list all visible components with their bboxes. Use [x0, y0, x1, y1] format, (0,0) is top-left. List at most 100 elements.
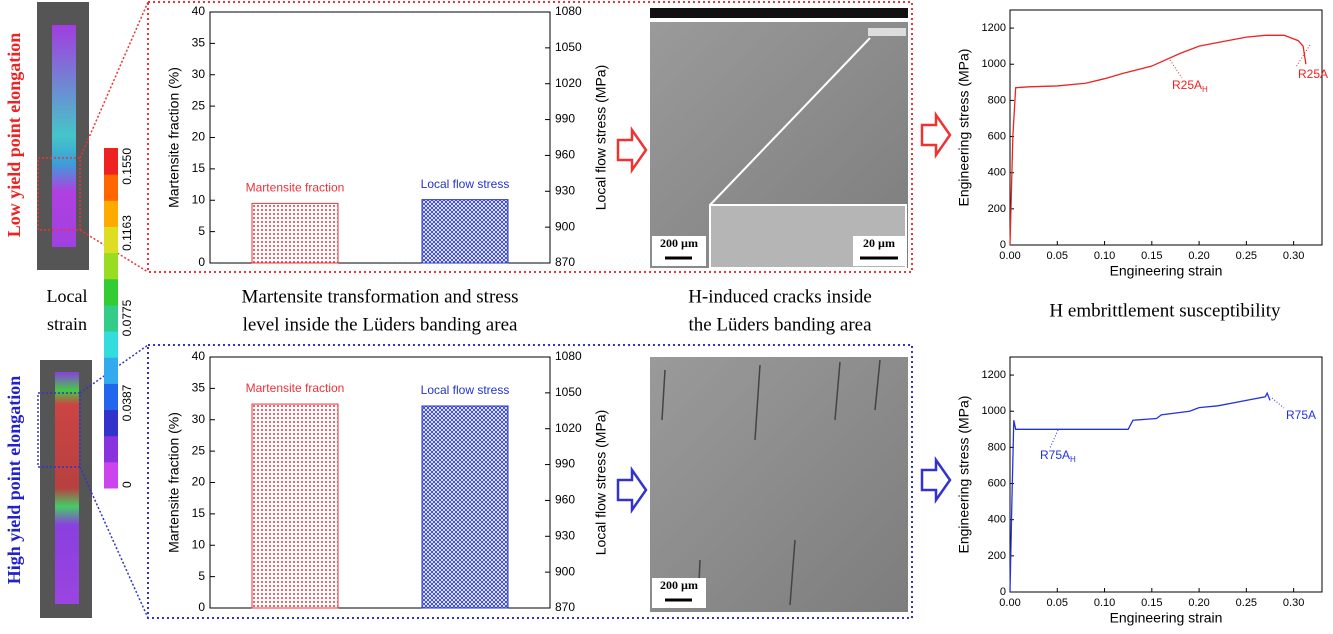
panel-frame: [147, 1, 913, 273]
x-tick-label: 0.00: [999, 250, 1020, 262]
y-tick-label: 0: [1000, 239, 1006, 251]
caption: H embrittlement susceptibility: [1049, 300, 1281, 321]
y-axis-label: Engineering stress (MPa): [956, 396, 972, 554]
colorbar-segment: [104, 252, 118, 280]
bar-label: Martensite fraction: [246, 381, 345, 395]
colorbar-title: strain: [47, 314, 87, 334]
y-tick-label: 40: [192, 349, 206, 363]
x-tick-label: 0.05: [1047, 597, 1068, 609]
x-tick-label: 0.10: [1094, 250, 1115, 262]
x-tick-label: 0.20: [1188, 250, 1209, 262]
zoom-box: [37, 392, 81, 468]
colorbar-tick-label: 0.0775: [120, 299, 134, 336]
x-tick-label: 0.25: [1236, 597, 1257, 609]
y-tick-label: 15: [192, 161, 206, 175]
charts: 0510152025303540870900930960990102010501…: [166, 4, 1328, 626]
y-axis-label: Martensite fraction (%): [166, 67, 182, 208]
annotation-subscript: H: [1202, 85, 1208, 94]
zoom-line: [709, 37, 871, 206]
y-tick-label: 800: [988, 441, 1006, 453]
y-tick-label: 25: [192, 443, 206, 457]
plot-frame: [1009, 9, 1323, 246]
x-axis-label: Engineering strain: [1110, 263, 1223, 279]
y2-axis-label: Local flow stress (MPa): [593, 65, 609, 210]
zoom-region: [868, 28, 906, 36]
x-tick-label: 0.20: [1188, 597, 1209, 609]
annotation-text: R25A: [1298, 67, 1328, 81]
annotation-subscript: H: [1070, 455, 1076, 464]
arrow: [616, 466, 648, 514]
y2-tick-label: 870: [555, 600, 575, 614]
colorbar-title: Local: [47, 286, 88, 306]
bar-label: Local flow stress: [421, 383, 510, 397]
annotation-text: R75A: [1040, 448, 1070, 462]
panel-frame: [147, 344, 913, 619]
y2-tick-label: 1050: [555, 385, 582, 399]
y-axis-label: Martensite fraction (%): [166, 412, 182, 553]
bar-label: Local flow stress: [421, 177, 510, 191]
y-tick-label: 0: [198, 600, 205, 614]
colorbar-segment: [104, 174, 118, 201]
colorbar-tick-label: 0.1163: [120, 215, 134, 251]
x-tick-label: 0.15: [1141, 250, 1162, 262]
annotation: R25A: [1298, 67, 1328, 81]
caption: H-induced cracks inside: [688, 286, 872, 307]
line: [1009, 34, 1307, 246]
colorbar-segment: [104, 383, 118, 411]
annotation: R75A: [1286, 408, 1316, 422]
y-tick-label: 0: [1000, 586, 1006, 598]
scale-bar-box: [652, 236, 706, 266]
y-axis-label: Engineering stress (MPa): [956, 49, 972, 207]
colorbar-tick-label: 0.0387: [120, 384, 134, 421]
y-tick-label: 1200: [982, 369, 1006, 381]
specimen-strain-map: [55, 372, 79, 604]
y-tick-label: 10: [192, 537, 206, 551]
y2-tick-label: 990: [555, 457, 575, 471]
colorbar-segment: [104, 409, 118, 437]
side-label: Low yield point elongation: [4, 33, 24, 238]
y2-tick-label: 990: [555, 112, 575, 126]
y2-tick-label: 1020: [555, 76, 582, 90]
colorbar-segment: [104, 357, 118, 384]
x-tick-label: 0.00: [999, 597, 1020, 609]
y-tick-label: 35: [192, 36, 206, 50]
y2-tick-label: 900: [555, 219, 575, 233]
line: [1009, 391, 1271, 593]
colorbar-segment: [104, 461, 118, 489]
annotation-leader: [1169, 59, 1183, 79]
arrow: [920, 456, 952, 504]
x-tick-label: 0.05: [1047, 250, 1068, 262]
y2-tick-label: 870: [555, 255, 575, 269]
scale-bar-label: 200 µm: [660, 236, 698, 250]
annotation-leader: [1295, 44, 1311, 68]
y-tick-label: 40: [192, 4, 206, 18]
y-tick-label: 15: [192, 506, 206, 520]
x-tick-label: 0.15: [1141, 597, 1162, 609]
y-tick-label: 800: [988, 94, 1006, 106]
zoom-line: [79, 229, 149, 273]
y-tick-label: 20: [192, 475, 206, 489]
plot-frame: [1009, 356, 1323, 593]
y-tick-label: 30: [192, 412, 206, 426]
y-tick-label: 1200: [982, 22, 1006, 34]
y2-tick-label: 1080: [555, 4, 582, 18]
bar: [251, 202, 339, 264]
y2-tick-label: 1050: [555, 40, 582, 54]
colorbar-segment: [104, 435, 118, 463]
bar-label: Martensite fraction: [246, 181, 345, 195]
caption: level inside the Lüders banding area: [243, 314, 518, 335]
annotation: R75AH: [1040, 448, 1076, 464]
y-tick-label: 30: [192, 67, 206, 81]
scale-bar-box: [853, 236, 905, 266]
caption: Martensite transformation and stress: [241, 286, 518, 307]
arrow: [920, 111, 952, 159]
colorbar-segment: [104, 200, 118, 227]
x-tick-label: 0.30: [1283, 597, 1304, 609]
y2-tick-label: 1020: [555, 421, 582, 435]
y-tick-label: 1000: [982, 405, 1006, 417]
side-label: High yield point elongation: [4, 376, 24, 585]
x-tick-label: 0.30: [1283, 250, 1304, 262]
y-tick-label: 400: [988, 514, 1006, 526]
y-tick-label: 600: [988, 477, 1006, 489]
